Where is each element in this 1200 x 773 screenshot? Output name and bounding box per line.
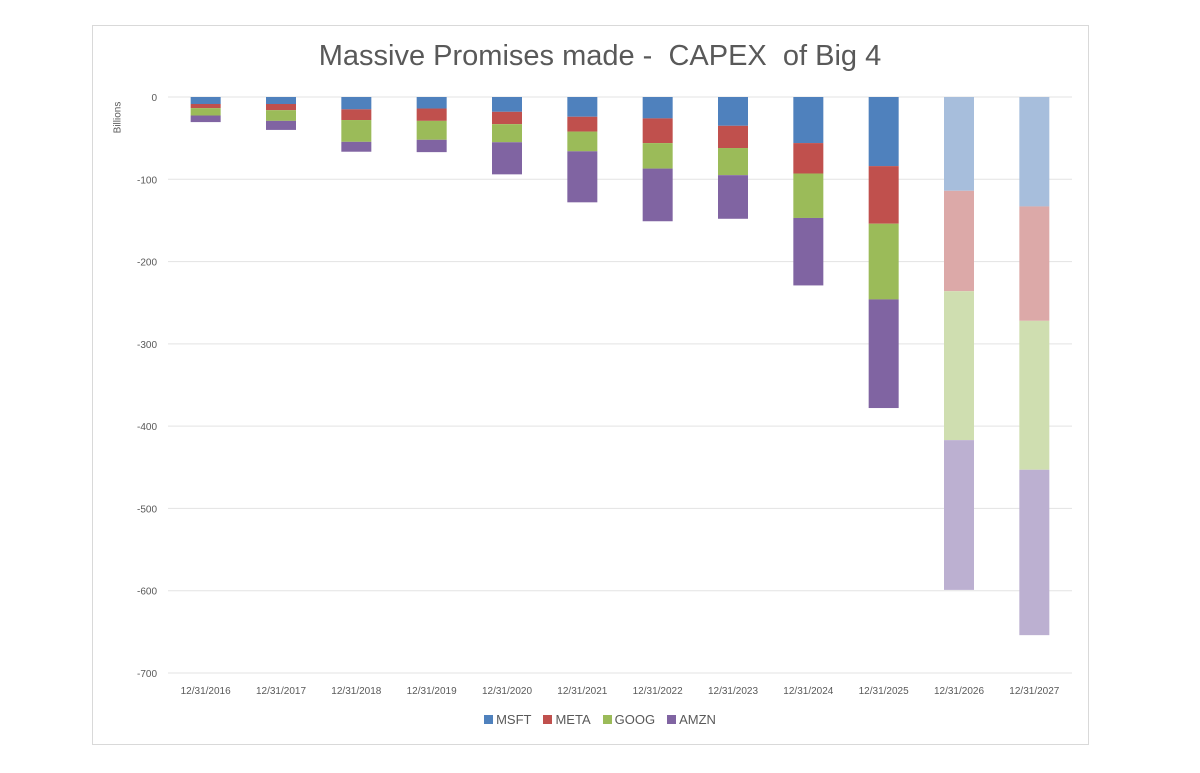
x-tick-label: 12/31/2017 <box>256 686 306 697</box>
x-tick-label: 12/31/2020 <box>482 686 532 697</box>
bar-amzn <box>492 142 522 175</box>
bar-meta <box>793 143 824 174</box>
bar-amzn <box>642 168 673 222</box>
legend: MSFT META GOOG AMZN <box>0 712 1200 727</box>
bar-meta <box>718 125 748 149</box>
bar-goog <box>416 120 447 140</box>
bar-msft <box>944 97 974 191</box>
legend-item-msft: MSFT <box>484 712 531 727</box>
bar-amzn <box>190 115 221 123</box>
bar-goog <box>266 110 296 121</box>
chart-title: Massive Promises made - CAPEX of Big 4 <box>318 40 882 72</box>
legend-item-meta: META <box>543 712 591 727</box>
legend-label: MSFT <box>496 712 532 727</box>
bar-goog <box>718 148 748 176</box>
bar-goog <box>868 223 899 300</box>
legend-label: META <box>555 712 591 727</box>
legend-swatch <box>484 715 494 724</box>
bar-amzn <box>416 139 447 153</box>
bar-meta <box>266 103 296 111</box>
legend-label: GOOG <box>614 712 656 727</box>
x-tick-label: 12/31/2021 <box>557 686 607 697</box>
bar-msft <box>567 97 598 117</box>
bar-goog <box>793 173 824 218</box>
legend-label: AMZN <box>679 712 716 727</box>
legend-swatch <box>602 715 612 724</box>
bar-msft <box>492 97 522 112</box>
y-tick-label: -500 <box>137 504 157 515</box>
bar-amzn <box>793 217 824 286</box>
y-tick-label: -600 <box>137 587 157 598</box>
bar-meta <box>341 109 372 121</box>
x-tick-label: 12/31/2023 <box>708 686 758 697</box>
y-tick-label: -300 <box>137 340 157 351</box>
legend-swatch <box>667 715 677 724</box>
legend-item-amzn: AMZN <box>667 712 716 727</box>
bar-meta <box>190 103 221 109</box>
bar-msft <box>642 97 673 119</box>
y-tick-label: -100 <box>137 175 157 186</box>
bar-goog <box>567 131 598 152</box>
bar-meta <box>567 116 598 132</box>
x-tick-label: 12/31/2019 <box>407 686 457 697</box>
y-tick-label: -200 <box>137 258 157 269</box>
legend-item-goog: GOOG <box>602 712 656 727</box>
bar-meta <box>1019 206 1050 321</box>
x-tick-label: 12/31/2027 <box>1009 686 1059 697</box>
bar-meta <box>642 118 673 144</box>
bar-msft <box>341 97 372 110</box>
bar-meta <box>416 108 447 121</box>
bar-msft <box>868 97 899 167</box>
y-tick-label: -700 <box>137 669 157 680</box>
bar-meta <box>868 166 899 224</box>
bar-amzn <box>1019 469 1050 636</box>
x-tick-label: 12/31/2026 <box>934 686 984 697</box>
legend-swatch <box>543 715 553 724</box>
bar-msft <box>793 97 824 144</box>
bar-amzn <box>341 141 372 152</box>
bar-meta <box>944 190 974 292</box>
bar-msft <box>1019 97 1050 207</box>
bar-amzn <box>266 120 296 130</box>
chart-area <box>92 25 1089 745</box>
bar-msft <box>266 97 296 104</box>
x-tick-label: 12/31/2018 <box>331 686 381 697</box>
x-tick-label: 12/31/2024 <box>783 686 833 697</box>
bar-amzn <box>868 299 899 409</box>
bar-goog <box>944 291 974 441</box>
bar-goog <box>642 143 673 169</box>
x-tick-label: 12/31/2025 <box>859 686 909 697</box>
bar-goog <box>190 108 221 116</box>
bar-msft <box>190 97 221 104</box>
y-tick-label: 0 <box>151 93 157 104</box>
bar-msft <box>718 97 748 126</box>
bar-goog <box>1019 320 1050 470</box>
bar-amzn <box>944 440 974 590</box>
x-tick-label: 12/31/2022 <box>633 686 683 697</box>
y-tick-label: -400 <box>137 422 157 433</box>
bar-msft <box>416 97 447 109</box>
x-tick-label: 12/31/2016 <box>181 686 231 697</box>
bar-meta <box>492 111 522 125</box>
bar-amzn <box>567 151 598 203</box>
bar-goog <box>341 120 372 142</box>
bar-amzn <box>718 175 748 219</box>
bar-goog <box>492 124 522 143</box>
